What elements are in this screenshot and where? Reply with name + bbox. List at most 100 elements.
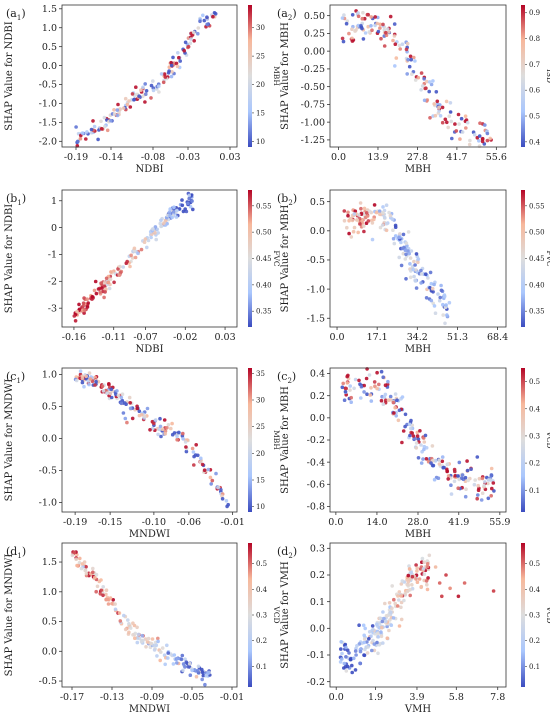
y-tick-label: -3 <box>48 303 57 314</box>
data-point <box>400 579 405 583</box>
colorbar-gradient <box>248 5 252 147</box>
data-point <box>422 98 427 103</box>
data-point <box>130 416 135 421</box>
y-tick-label: -0.5 <box>39 676 57 687</box>
colorbar-gradient <box>248 368 252 512</box>
y-tick-label: -1.0 <box>39 498 57 509</box>
data-point <box>480 136 485 141</box>
data-point <box>190 668 194 673</box>
data-point <box>483 123 487 127</box>
colorbar-label: VCD <box>545 605 550 623</box>
x-tick-label: -0.03 <box>176 152 200 163</box>
colorbar-tick-label: 0.1 <box>256 663 267 671</box>
data-point <box>405 589 410 594</box>
data-point <box>472 132 477 137</box>
data-point <box>369 399 374 403</box>
data-point <box>449 119 454 124</box>
data-point <box>106 280 111 285</box>
data-point <box>145 245 149 250</box>
data-point <box>402 598 406 603</box>
data-point <box>108 277 113 282</box>
data-point <box>352 212 357 216</box>
data-point <box>189 37 193 41</box>
data-point <box>424 272 428 277</box>
x-tick-label: 28.0 <box>407 517 428 528</box>
data-point <box>363 647 367 652</box>
data-point <box>117 611 122 615</box>
data-point <box>123 627 128 632</box>
data-point <box>181 209 186 214</box>
y-tick-label: 0.00 <box>304 46 325 57</box>
data-point <box>483 480 487 484</box>
data-point <box>350 27 354 32</box>
data-point <box>364 211 369 215</box>
data-point <box>132 98 136 102</box>
data-point <box>357 213 361 217</box>
data-point <box>188 673 193 677</box>
data-point <box>475 496 480 501</box>
data-point <box>362 229 366 234</box>
data-point <box>180 653 185 658</box>
data-point <box>419 461 424 465</box>
data-point <box>380 619 385 624</box>
data-point <box>430 444 435 448</box>
data-point <box>130 256 135 260</box>
data-point <box>163 662 167 667</box>
data-point <box>350 670 355 675</box>
data-point <box>342 398 347 403</box>
y-tick-label: 0.2 <box>310 391 325 402</box>
panel-label: (a1) <box>6 7 26 22</box>
data-point <box>206 467 211 472</box>
data-point <box>440 455 445 459</box>
data-point <box>388 213 393 218</box>
data-point <box>141 85 145 90</box>
colorbar-gradient <box>248 543 252 687</box>
data-point <box>387 601 392 605</box>
data-point <box>367 30 372 34</box>
data-point <box>377 209 382 213</box>
colorbar-tick-label: 0.5 <box>256 560 267 568</box>
data-point <box>175 64 180 69</box>
data-point <box>393 392 398 396</box>
colorbar-tick-label: 30 <box>256 24 265 32</box>
data-point <box>355 218 359 222</box>
data-point <box>387 30 391 34</box>
data-point <box>344 669 349 673</box>
data-point <box>113 602 117 606</box>
x-axis-label: MBH <box>405 164 432 175</box>
data-point <box>445 469 450 474</box>
data-point <box>408 587 412 592</box>
data-point <box>406 579 411 584</box>
data-point <box>350 39 355 43</box>
data-point <box>437 109 441 113</box>
data-point <box>189 31 193 36</box>
colorbar: 10 15 20 25 30 35 MBH <box>248 368 281 512</box>
data-point <box>462 581 467 585</box>
data-point <box>149 96 153 100</box>
x-axis-label: MNDWI <box>129 529 170 540</box>
data-point <box>452 479 457 484</box>
y-tick-label: 0.0 <box>310 624 325 635</box>
data-point <box>340 651 344 656</box>
data-point <box>403 248 408 252</box>
data-point <box>196 453 200 458</box>
data-point <box>488 478 493 482</box>
data-point <box>388 14 393 19</box>
x-tick-label: -0.14 <box>99 152 123 163</box>
y-tick-label: -0.5 <box>39 80 57 91</box>
x-tick-label: 14.0 <box>366 517 387 528</box>
data-point <box>403 412 408 417</box>
data-point <box>407 422 412 427</box>
data-point <box>486 496 491 501</box>
data-point <box>346 213 350 218</box>
data-point <box>370 237 375 242</box>
data-point <box>348 657 353 662</box>
panel-label-close: ) <box>22 545 26 558</box>
data-point <box>405 72 410 76</box>
x-tick-label: 1.9 <box>368 692 383 703</box>
data-point <box>413 78 418 82</box>
data-point <box>183 665 187 669</box>
data-point <box>175 437 179 442</box>
data-point <box>378 212 382 217</box>
data-point <box>201 13 205 18</box>
